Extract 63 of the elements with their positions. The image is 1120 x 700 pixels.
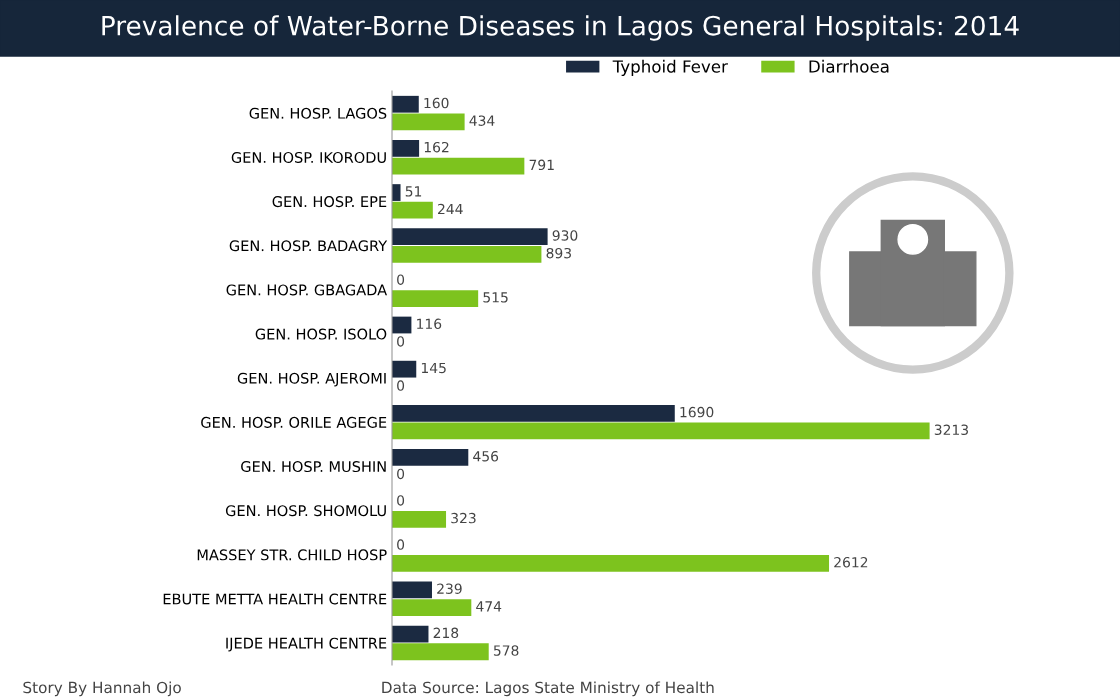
data-label: 578 <box>493 645 519 656</box>
data-label: 930 <box>552 230 578 241</box>
bar <box>392 228 548 246</box>
bar <box>392 360 417 378</box>
legend-label: Typhoid Fever <box>612 59 728 76</box>
data-label: 0 <box>397 495 405 506</box>
legend-label: Diarrhoea <box>809 59 889 73</box>
y-tick-label: GEN. HOSP. BADAGRY <box>229 240 388 252</box>
bar <box>392 449 469 466</box>
data-label: 0 <box>397 380 405 391</box>
data-label: 474 <box>476 601 502 612</box>
y-tick-label: GEN. HOSP. IKORODU <box>231 151 386 163</box>
data-label: 2612 <box>834 556 868 568</box>
bar <box>392 184 401 201</box>
bar <box>392 404 675 422</box>
bar <box>392 113 465 131</box>
data-label: 791 <box>529 159 554 171</box>
y-tick-label: GEN. HOSP. GBAGADA <box>226 284 388 296</box>
y-tick-label: MASSEY STR. CHILD HOSP <box>197 549 387 561</box>
data-label: 456 <box>473 451 499 462</box>
data-label: 145 <box>421 362 446 374</box>
bar <box>392 290 479 307</box>
bar <box>392 95 419 113</box>
y-tick-label: GEN. HOSP. ISOLO <box>255 328 387 340</box>
data-label: 0 <box>397 336 405 347</box>
data-label: 3213 <box>934 424 968 436</box>
data-label: 0 <box>397 468 405 480</box>
data-label: 244 <box>438 203 463 215</box>
bar <box>392 140 420 157</box>
data-label: 218 <box>433 627 459 639</box>
y-tick-label: GEN. HOSP. LAGOS <box>249 107 387 119</box>
bar <box>392 555 830 572</box>
chart-title: Prevalence of Water-Borne Diseases in Lagos General Hospitals: 2014 <box>102 15 1019 41</box>
bar <box>392 245 542 263</box>
data-label: 239 <box>437 583 462 594</box>
y-tick-label: GEN. HOSP. AJEROMI <box>237 372 386 387</box>
data-label: 515 <box>483 292 508 303</box>
y-tick-label: EBUTE METTA HEALTH CENTRE <box>163 593 387 605</box>
bar <box>392 625 429 643</box>
data-label: 160 <box>424 97 449 109</box>
data-label: 893 <box>546 247 571 259</box>
y-tick-label: GEN. HOSP. EPE <box>272 196 387 208</box>
bar <box>392 422 930 440</box>
data-label: 162 <box>424 141 449 153</box>
source-note: Data Source: Lagos State Ministry of Health <box>382 681 714 697</box>
y-tick-label: GEN. HOSP. MUSHIN <box>241 461 386 473</box>
data-label: 51 <box>405 186 422 197</box>
y-tick-label: IJEDE HEALTH CENTRE <box>226 637 387 652</box>
y-tick-label: GEN. HOSP. SHOMOLU <box>225 505 386 517</box>
bar <box>392 643 489 661</box>
data-label: 1690 <box>680 406 714 418</box>
data-label: 0 <box>397 539 405 550</box>
y-tick-label: GEN. HOSP. ORILE AGEGE <box>201 416 387 428</box>
bar <box>392 157 525 175</box>
data-label: 323 <box>451 512 476 524</box>
bar <box>392 581 432 599</box>
data-label: 0 <box>397 274 405 285</box>
bar <box>392 510 447 528</box>
data-label: 116 <box>417 318 442 330</box>
bar <box>392 599 472 616</box>
text: Story By Hannah Ojo <box>23 681 181 697</box>
bar <box>392 201 433 219</box>
data-label: 434 <box>469 115 495 126</box>
